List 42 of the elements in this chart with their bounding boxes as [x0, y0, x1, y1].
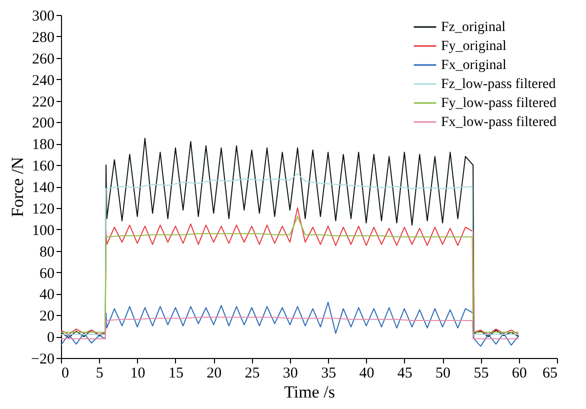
legend-label: Fy_original: [441, 39, 506, 54]
y-tick-label: 280: [32, 30, 54, 46]
x-tick-label: 40: [359, 366, 374, 382]
y-axis-title: Force /N: [8, 157, 28, 217]
x-axis-title: Time /s: [284, 382, 335, 402]
line-series: [60, 302, 520, 347]
line-series: [60, 138, 520, 338]
x-tick-label: 65: [542, 366, 558, 382]
y-tick-label: 200: [32, 116, 54, 132]
x-tick-label: 30: [282, 366, 298, 382]
legend-label: Fz_low-pass filtered: [441, 77, 556, 92]
y-tick-label: 140: [32, 180, 54, 196]
x-tick-label: 45: [397, 366, 412, 382]
y-tick-label: 20: [40, 308, 54, 325]
x-tick-label: 35: [321, 366, 336, 382]
x-tick-label: 15: [168, 366, 184, 382]
legend-label: Fz_original: [441, 20, 506, 35]
y-tick-label: 120: [32, 201, 54, 218]
x-tick-label: 10: [130, 366, 146, 382]
y-tick-label: 260: [32, 51, 54, 68]
y-tick-label: 300: [32, 8, 54, 24]
legend-label: Fx_original: [441, 58, 506, 73]
y-tick-label: 240: [32, 72, 54, 89]
line-series: [60, 316, 520, 340]
x-tick-label: 60: [512, 366, 527, 382]
y-tick-label: 60: [40, 266, 54, 282]
y-tick-label: 0: [47, 330, 54, 346]
y-tick-label: 220: [32, 94, 54, 110]
y-tick-label: 100: [32, 222, 54, 239]
y-tick-label: 40: [40, 287, 54, 304]
x-tick-label: 55: [474, 366, 489, 382]
y-tick-label: 80: [40, 244, 54, 260]
x-tick-label: 50: [436, 366, 451, 382]
x-tick-label: 5: [96, 366, 104, 382]
x-tick-label: 25: [244, 366, 260, 382]
y-tick-label: −20: [31, 352, 54, 368]
legend-label: Fy_low-pass filtered: [441, 96, 556, 111]
y-tick-label: 180: [32, 137, 54, 154]
legend-label: Fx_low-pass filtered: [441, 115, 556, 130]
y-tick-label: 160: [32, 158, 54, 175]
x-tick-label: 20: [206, 366, 222, 382]
x-tick-label: 0: [62, 366, 69, 382]
